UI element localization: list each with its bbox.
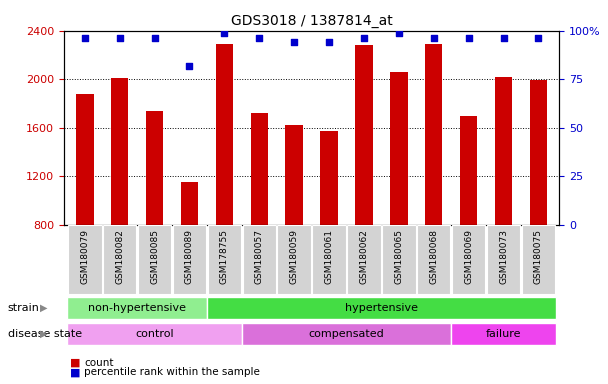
- FancyBboxPatch shape: [207, 225, 241, 294]
- Bar: [76, 94, 94, 225]
- Text: failure: failure: [486, 329, 521, 339]
- Text: GSM180079: GSM180079: [80, 229, 89, 284]
- FancyBboxPatch shape: [173, 225, 206, 294]
- Text: GSM180069: GSM180069: [464, 229, 473, 284]
- Bar: [216, 44, 233, 225]
- FancyBboxPatch shape: [522, 225, 555, 294]
- Text: GSM180085: GSM180085: [150, 229, 159, 284]
- Point: [394, 30, 404, 36]
- FancyBboxPatch shape: [67, 297, 207, 319]
- FancyBboxPatch shape: [417, 225, 451, 294]
- Text: percentile rank within the sample: percentile rank within the sample: [84, 367, 260, 377]
- Text: GSM180073: GSM180073: [499, 229, 508, 284]
- Bar: [390, 72, 407, 225]
- Bar: [111, 78, 128, 225]
- FancyBboxPatch shape: [347, 225, 381, 294]
- FancyBboxPatch shape: [68, 225, 102, 294]
- Point: [464, 35, 474, 41]
- Point: [534, 35, 544, 41]
- FancyBboxPatch shape: [382, 225, 416, 294]
- Bar: [181, 182, 198, 225]
- Point: [219, 30, 229, 36]
- Point: [150, 35, 159, 41]
- FancyBboxPatch shape: [451, 323, 556, 345]
- Point: [80, 35, 89, 41]
- Text: GSM180065: GSM180065: [395, 229, 403, 284]
- FancyBboxPatch shape: [452, 225, 485, 294]
- Text: count: count: [84, 358, 114, 368]
- Bar: [530, 80, 547, 225]
- Point: [499, 35, 508, 41]
- Text: ■: ■: [70, 358, 80, 368]
- Bar: [425, 44, 443, 225]
- Text: ▶: ▶: [40, 303, 47, 313]
- Text: ▶: ▶: [40, 329, 47, 339]
- Text: GSM180061: GSM180061: [325, 229, 334, 284]
- Text: GSM180075: GSM180075: [534, 229, 543, 284]
- Text: GSM180068: GSM180068: [429, 229, 438, 284]
- Text: GSM178755: GSM178755: [220, 229, 229, 284]
- Text: ■: ■: [70, 367, 80, 377]
- FancyBboxPatch shape: [277, 225, 311, 294]
- FancyBboxPatch shape: [138, 225, 171, 294]
- Text: GSM180057: GSM180057: [255, 229, 264, 284]
- FancyBboxPatch shape: [207, 297, 556, 319]
- Title: GDS3018 / 1387814_at: GDS3018 / 1387814_at: [230, 14, 393, 28]
- Point: [289, 39, 299, 45]
- Text: GSM180062: GSM180062: [359, 229, 368, 284]
- Text: GSM180089: GSM180089: [185, 229, 194, 284]
- Text: strain: strain: [8, 303, 40, 313]
- FancyBboxPatch shape: [242, 323, 451, 345]
- FancyBboxPatch shape: [487, 225, 520, 294]
- Bar: [495, 77, 513, 225]
- FancyBboxPatch shape: [313, 225, 346, 294]
- Bar: [355, 45, 373, 225]
- Text: non-hypertensive: non-hypertensive: [88, 303, 186, 313]
- Point: [429, 35, 438, 41]
- Bar: [285, 125, 303, 225]
- Bar: [460, 116, 477, 225]
- FancyBboxPatch shape: [103, 225, 136, 294]
- Text: GSM180082: GSM180082: [115, 229, 124, 284]
- Bar: [320, 131, 338, 225]
- Point: [254, 35, 264, 41]
- Bar: [250, 113, 268, 225]
- Text: control: control: [135, 329, 174, 339]
- FancyBboxPatch shape: [243, 225, 276, 294]
- Text: compensated: compensated: [309, 329, 384, 339]
- Text: disease state: disease state: [8, 329, 82, 339]
- Text: GSM180059: GSM180059: [289, 229, 299, 284]
- Text: hypertensive: hypertensive: [345, 303, 418, 313]
- Point: [359, 35, 369, 41]
- Point: [115, 35, 125, 41]
- FancyBboxPatch shape: [67, 323, 242, 345]
- Point: [324, 39, 334, 45]
- Point: [185, 63, 195, 69]
- Bar: [146, 111, 164, 225]
